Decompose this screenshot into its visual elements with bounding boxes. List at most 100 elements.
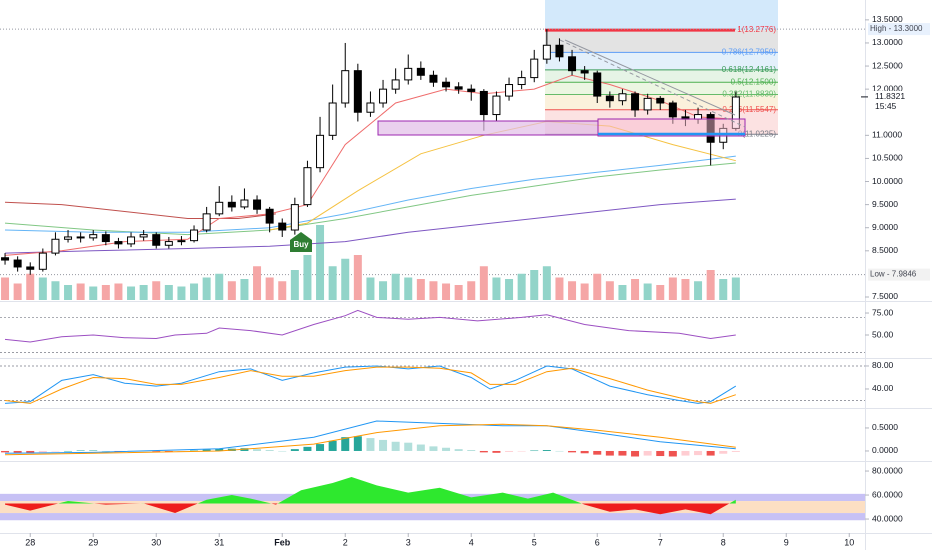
band <box>0 513 865 521</box>
x-tick-label: 10 <box>844 537 854 547</box>
volume-bar <box>391 273 400 300</box>
volume-bar <box>290 270 299 300</box>
candle-body <box>265 208 274 224</box>
candle-body <box>64 236 73 240</box>
volume-bar <box>593 273 602 300</box>
x-tick-label: 31 <box>214 537 224 547</box>
candle-body <box>316 134 325 169</box>
candle-body <box>190 229 199 242</box>
volume-bar <box>706 270 715 300</box>
volume-bar <box>152 281 161 300</box>
histogram-bar <box>76 450 85 452</box>
indicator-line <box>4 420 736 454</box>
candle-body <box>215 201 224 215</box>
extreme-badge <box>868 268 930 281</box>
volume-bar <box>580 283 589 300</box>
x-tick-label: 5 <box>532 537 537 547</box>
y-tick-label: 7.5000 <box>872 291 898 301</box>
candle-body <box>341 70 350 104</box>
fib-label: 0.618(12.4161) <box>722 65 777 74</box>
histogram-bar <box>38 450 47 453</box>
histogram-bar <box>505 450 514 452</box>
histogram-bar <box>328 440 337 451</box>
candle-body <box>303 167 312 206</box>
volume-bar <box>13 283 22 300</box>
candle-body <box>38 252 47 270</box>
candle-body <box>328 102 337 136</box>
fib-label: 0(11.0225) <box>738 129 776 138</box>
histogram-bar <box>429 446 438 451</box>
indicator-line <box>269 120 736 231</box>
x-tick-label: 6 <box>595 537 600 547</box>
volume-bar <box>479 266 488 300</box>
candle-body <box>164 241 173 246</box>
volume-bar <box>341 258 350 300</box>
histogram-bar <box>278 450 287 452</box>
candle-body <box>127 236 136 245</box>
histogram-bar <box>593 450 602 455</box>
x-tick-label: Feb <box>274 537 291 547</box>
histogram-bar <box>517 450 526 452</box>
volume-bar <box>656 285 665 300</box>
histogram-bar <box>681 450 690 456</box>
volume-bar <box>429 281 438 300</box>
candle-body <box>416 67 425 76</box>
indicator-line <box>4 198 736 254</box>
histogram-bar <box>89 450 98 452</box>
histogram-bar <box>492 450 501 453</box>
candle-body <box>202 213 211 231</box>
candle-body <box>13 259 22 268</box>
y-tick-label: 9.0000 <box>872 222 898 232</box>
volume-bar <box>694 281 703 300</box>
fib-band <box>545 69 778 83</box>
histogram-bar <box>479 450 488 453</box>
histogram-bar <box>580 450 589 454</box>
histogram-bar <box>568 450 577 453</box>
volume-bar <box>177 286 186 300</box>
y-tick-label: 60.0000 <box>872 489 903 499</box>
volume-bar <box>303 255 312 300</box>
fib-label: 0.236(11.5547) <box>722 105 776 114</box>
histogram-bar <box>253 449 262 451</box>
candle-body <box>505 84 514 97</box>
volume-bar <box>555 277 564 300</box>
candle-body <box>467 88 476 92</box>
y-tick-label: 11.0000 <box>872 130 902 140</box>
candle-body <box>442 81 451 88</box>
last-price-label: 11.8321 <box>875 91 905 101</box>
x-tick-label: 9 <box>784 537 789 547</box>
candle-body <box>114 241 123 245</box>
fib-band <box>545 30 778 53</box>
oscillator-area-above <box>58 477 736 504</box>
candle-body <box>139 234 148 238</box>
histogram-bar <box>190 450 199 452</box>
x-tick-label: 2 <box>343 537 348 547</box>
volume-bar <box>26 273 35 300</box>
candle-body <box>668 102 677 118</box>
indicator-line <box>4 365 737 404</box>
volume-bar <box>215 273 224 300</box>
candle-body <box>555 44 564 58</box>
signal-badge <box>290 232 312 252</box>
histogram-bar <box>316 444 325 451</box>
volume-bar <box>542 266 551 300</box>
volume-bar <box>114 283 123 300</box>
candle-body <box>542 44 551 60</box>
candle-body <box>429 74 438 83</box>
candle-body <box>593 72 602 97</box>
histogram-bar <box>290 449 299 451</box>
candle-body <box>568 56 577 72</box>
histogram-bar <box>706 450 715 456</box>
y-tick-label: 75.00 <box>872 307 894 317</box>
volume-bar <box>353 255 362 300</box>
candle-body <box>227 201 236 208</box>
histogram-bar <box>555 450 564 452</box>
candle-body <box>76 236 85 239</box>
indicator-line <box>4 309 736 343</box>
candle-body <box>240 199 249 208</box>
volume-bar <box>366 277 375 300</box>
candle-body <box>366 102 375 113</box>
volume-bar <box>89 286 98 300</box>
